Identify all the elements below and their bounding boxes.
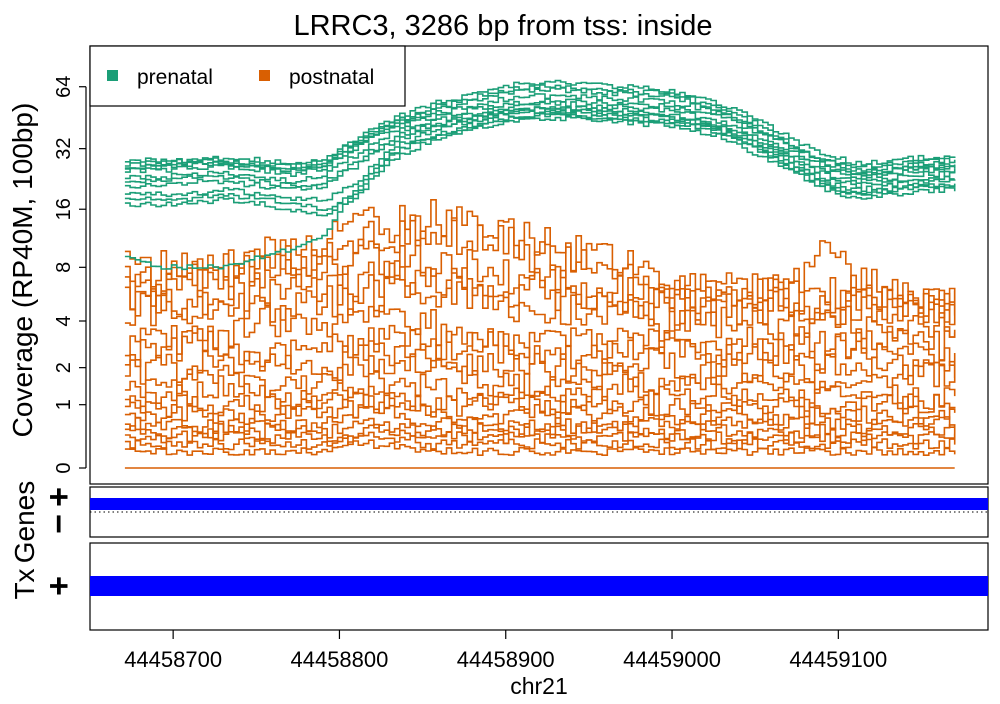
- coverage-line-postnatal: [124, 238, 956, 326]
- chart-title: LRRC3, 3286 bp from tss: inside: [293, 10, 712, 42]
- coverage-series-group: [124, 79, 956, 469]
- coverage-line-postnatal: [124, 431, 956, 451]
- coverage-line-prenatal: [124, 98, 956, 176]
- x-tick-label: 44458800: [290, 647, 388, 672]
- x-axis: 44458700 44458800 44458900 44459000 44459100: [124, 630, 887, 672]
- legend-box: [89, 45, 406, 107]
- legend: prenatal postnatal: [89, 45, 406, 107]
- y-tick-label: 4: [53, 315, 75, 326]
- x-tick-label: 44459100: [789, 647, 887, 672]
- tx-plus-strand-label: +: [40, 576, 78, 596]
- genes-track: + −: [40, 486, 989, 538]
- x-axis-label: chr21: [510, 673, 568, 699]
- legend-label-prenatal: prenatal: [137, 66, 213, 89]
- y-tick-label: 8: [53, 262, 75, 273]
- genes-minus-strand-label: −: [40, 514, 78, 534]
- coverage-line-postnatal: [124, 371, 956, 410]
- tx-track-label: Tx: [9, 568, 40, 599]
- coverage-line-postnatal: [124, 274, 956, 343]
- coverage-line-postnatal: [124, 260, 956, 327]
- y-tick-label: 16: [53, 198, 75, 220]
- tx-feature-bar: [90, 576, 988, 596]
- y-tick-label: 0: [53, 462, 75, 473]
- coverage-line-postnatal: [124, 304, 956, 362]
- x-tick-label: 44459000: [623, 647, 721, 672]
- gene-feature-bar: [90, 498, 988, 510]
- coverage-line-postnatal: [124, 353, 956, 400]
- x-tick-label: 44458900: [457, 647, 555, 672]
- genes-plus-strand-label: +: [40, 487, 78, 507]
- coverage-line-prenatal: [124, 112, 956, 271]
- y-tick-label: 2: [53, 362, 75, 373]
- x-tick-label: 44458700: [124, 647, 222, 672]
- genes-track-frame: [89, 486, 989, 538]
- y-tick-label: 1: [53, 399, 75, 410]
- legend-label-postnatal: postnatal: [289, 66, 374, 89]
- tx-track: +: [40, 542, 989, 631]
- coverage-line-prenatal: [124, 93, 956, 169]
- coverage-line-prenatal: [124, 106, 955, 191]
- legend-swatch-postnatal: [259, 70, 270, 81]
- coverage-line-postnatal: [124, 439, 956, 457]
- coverage-line-postnatal: [124, 393, 956, 426]
- y-axis-label: Coverage (RP40M, 100bp): [7, 103, 38, 438]
- coverage-line-prenatal: [124, 116, 956, 217]
- genes-track-label: Genes: [9, 481, 40, 564]
- coverage-line-postnatal: [124, 417, 956, 440]
- y-tick-label: 64: [53, 76, 75, 98]
- legend-swatch-prenatal: [107, 70, 118, 81]
- coverage-line-postnatal: [124, 337, 956, 386]
- coverage-line-postnatal: [124, 199, 956, 322]
- y-axis: 0 1 2 4 8 16 32 64: [53, 76, 87, 474]
- coverage-panel-frame: [89, 45, 989, 485]
- y-tick-label: 32: [53, 138, 75, 160]
